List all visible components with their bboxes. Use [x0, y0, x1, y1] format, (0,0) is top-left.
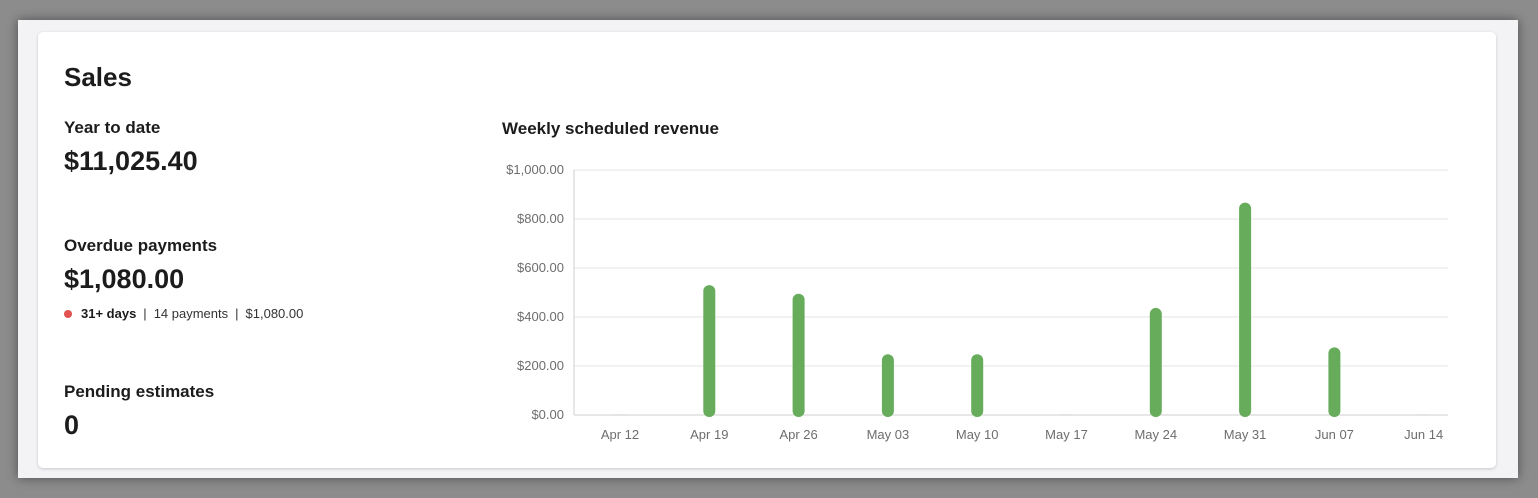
- x-tick-label: May 17: [1045, 427, 1088, 442]
- x-tick-label: Jun 14: [1404, 427, 1443, 442]
- overdue-payment-count: 14 payments: [153, 306, 229, 321]
- bar: [703, 285, 716, 417]
- y-tick-label: $1,000.00: [506, 162, 564, 177]
- separator: |: [235, 306, 239, 321]
- x-tick-label: May 03: [867, 427, 910, 442]
- overdue-detail: 31+ days | 14 payments | $1,080.00: [64, 306, 303, 321]
- y-tick-label: $200.00: [517, 358, 564, 373]
- bar: [1239, 202, 1252, 417]
- year-to-date-label: Year to date: [64, 118, 161, 137]
- window-frame: Sales Year to date $11,025.40 Overdue pa…: [18, 20, 1518, 478]
- x-tick-label: May 31: [1224, 427, 1267, 442]
- year-to-date-value: $11,025.40: [64, 146, 198, 176]
- y-tick-label: $0.00: [531, 407, 564, 422]
- overdue-amount: $1,080.00: [245, 306, 304, 321]
- chart-title: Weekly scheduled revenue: [502, 119, 720, 138]
- x-tick-label: May 24: [1134, 427, 1177, 442]
- overdue-days: 31+ days: [81, 306, 137, 321]
- overdue-status-dot-icon: [64, 309, 72, 318]
- sales-card: Sales Year to date $11,025.40 Overdue pa…: [38, 32, 1496, 468]
- overdue-payments-label: Overdue payments: [64, 236, 218, 255]
- separator: |: [143, 306, 147, 321]
- pending-estimates-value: 0: [64, 410, 80, 440]
- bar: [792, 293, 805, 417]
- pending-estimates-label: Pending estimates: [64, 382, 215, 401]
- bar: [881, 354, 894, 417]
- y-tick-label: $800.00: [517, 211, 564, 226]
- x-tick-label: Jun 07: [1315, 427, 1354, 442]
- weekly-revenue-chart: $0.00 $200.00 $400.00 $600.00 $800.00 $1,000.…: [506, 162, 1448, 442]
- x-tick-label: Apr 12: [601, 427, 639, 442]
- bar: [1149, 307, 1162, 417]
- y-tick-label: $600.00: [517, 260, 564, 275]
- bar: [971, 354, 984, 417]
- x-tick-label: Apr 26: [779, 427, 817, 442]
- x-tick-label: May 10: [956, 427, 999, 442]
- page-title: Sales: [64, 62, 132, 92]
- bar: [1328, 347, 1341, 417]
- y-tick-label: $400.00: [517, 309, 564, 324]
- overdue-payments-value: $1,080.00: [64, 264, 185, 294]
- x-tick-label: Apr 19: [690, 427, 728, 442]
